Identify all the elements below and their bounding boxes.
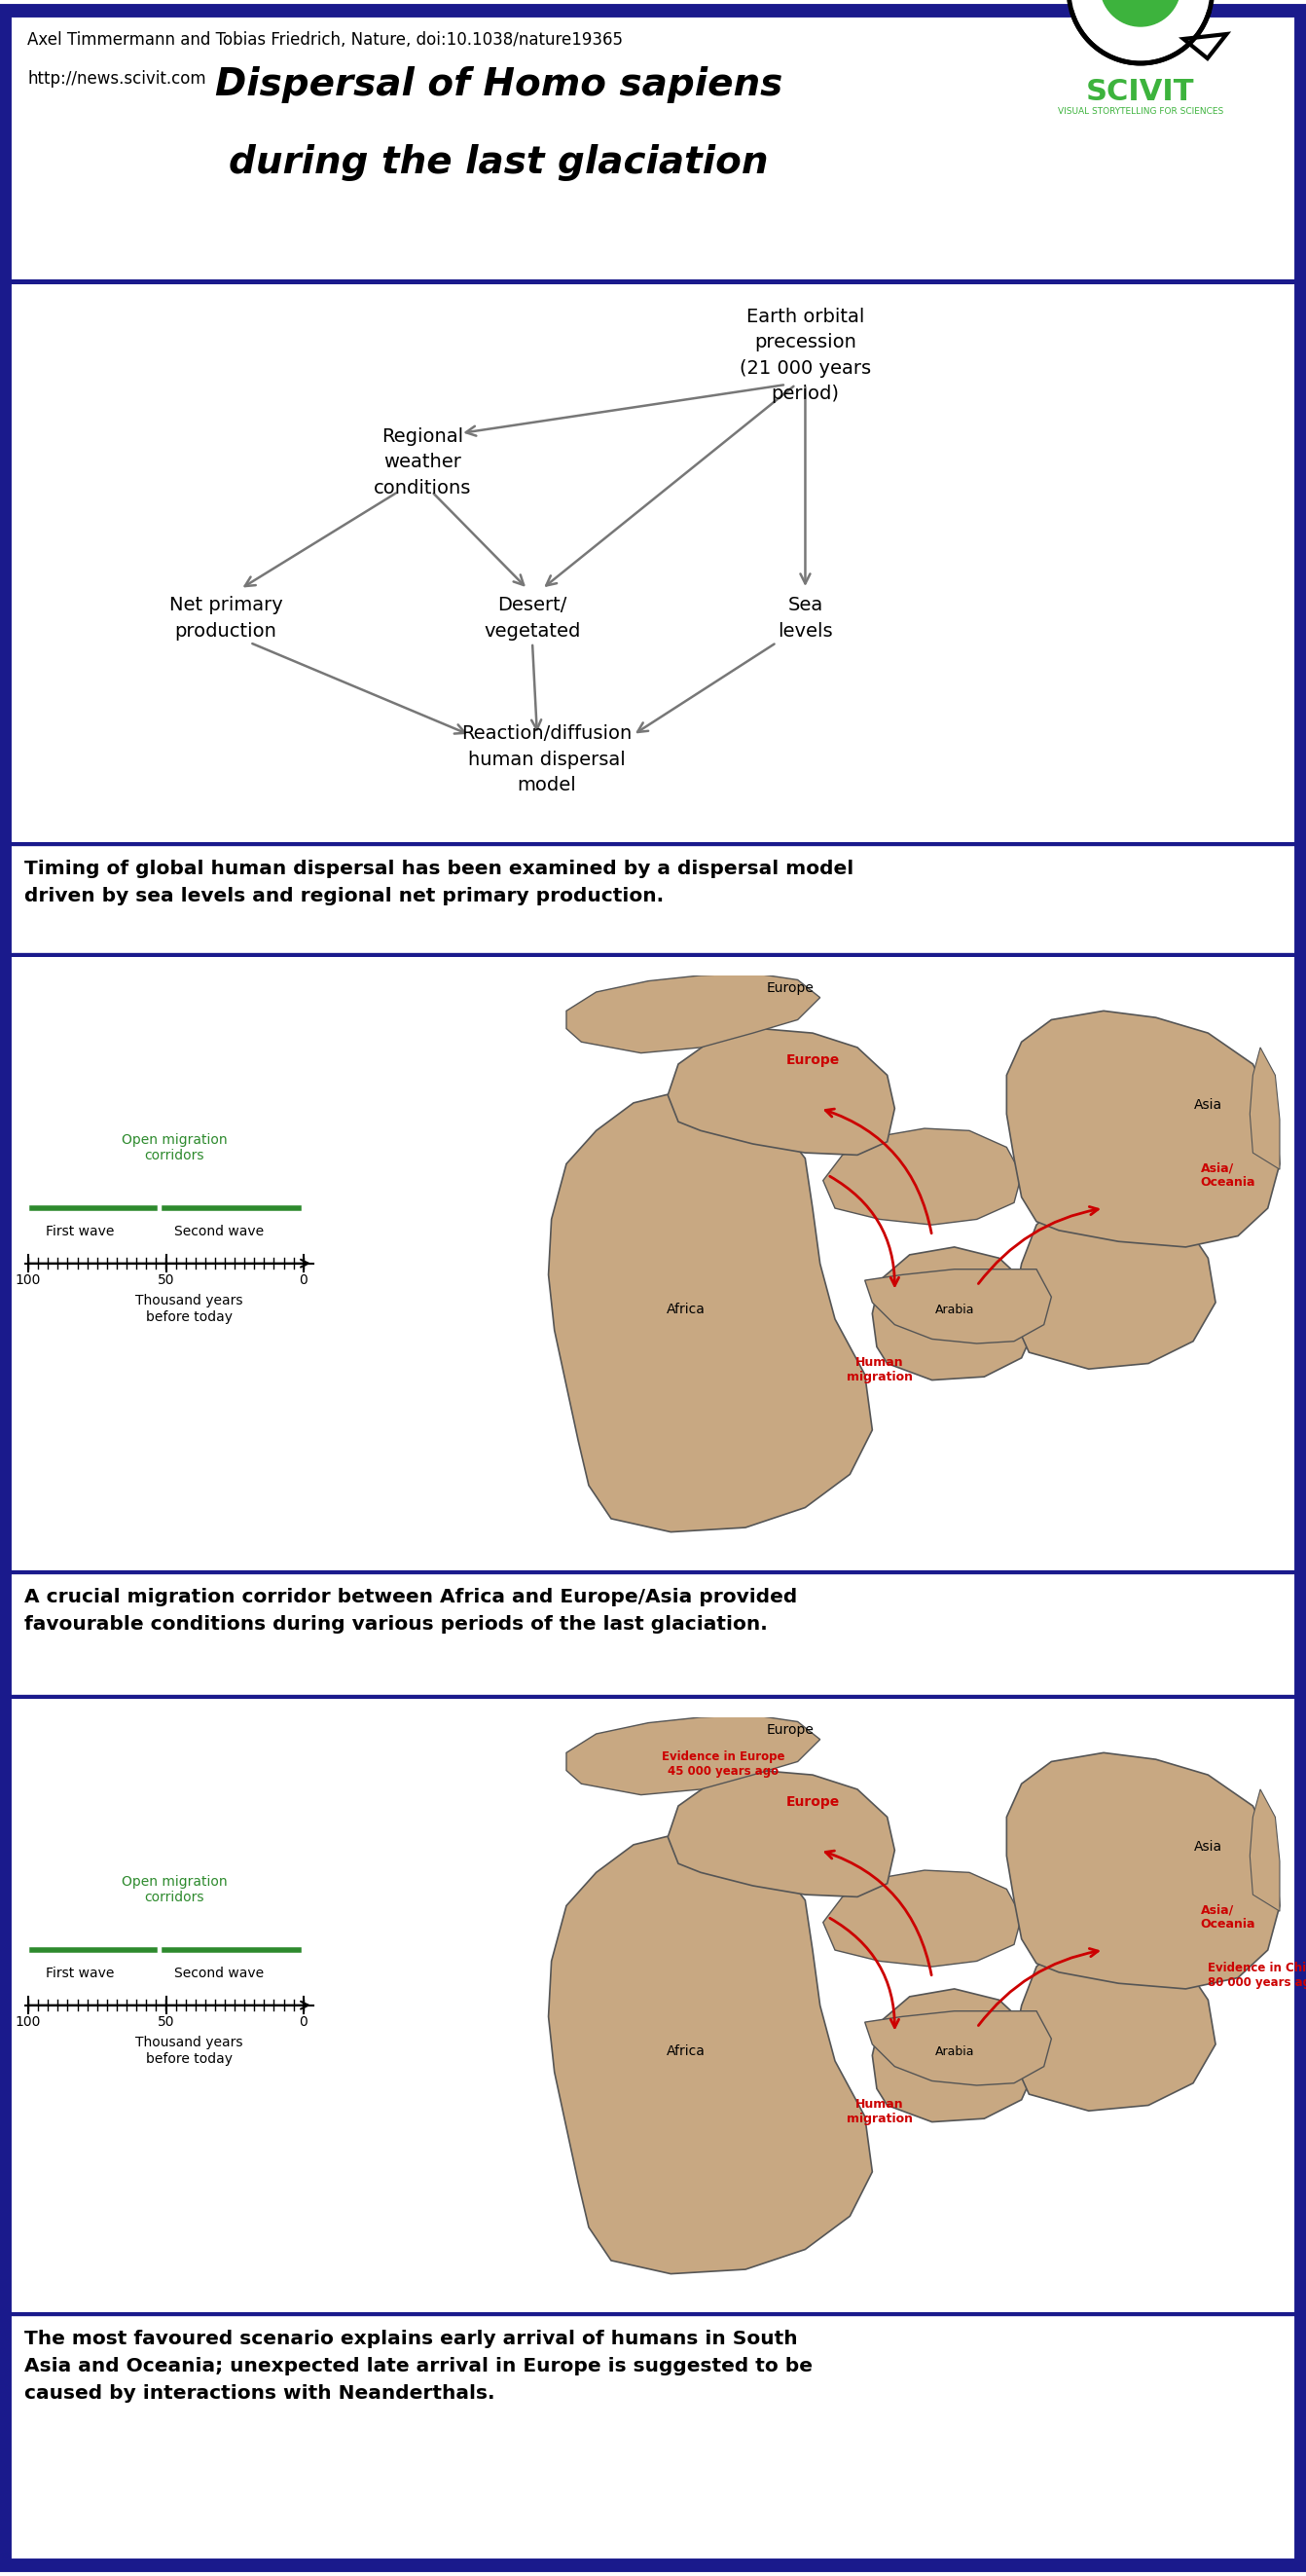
Text: Axel Timmermann and Tobias Friedrich, Nature, doi:10.1038/nature19365: Axel Timmermann and Tobias Friedrich, Na… [27,31,623,49]
Text: Dispersal of Homo sapiens: Dispersal of Homo sapiens [215,67,782,103]
Text: Net primary
production: Net primary production [168,595,282,641]
Circle shape [1100,0,1181,26]
Text: during the last glaciation: during the last glaciation [229,144,769,180]
Text: Timing of global human dispersal has been examined by a dispersal model
driven b: Timing of global human dispersal has bee… [24,860,853,904]
Text: Sea
levels: Sea levels [777,595,833,641]
Text: VISUAL STORYTELLING FOR SCIENCES: VISUAL STORYTELLING FOR SCIENCES [1058,108,1224,116]
Text: Desert/
vegetated: Desert/ vegetated [485,595,581,641]
Text: A crucial migration corridor between Africa and Europe/Asia provided
favourable : A crucial migration corridor between Afr… [24,1587,797,1633]
Text: SCIVIT: SCIVIT [1087,77,1195,106]
Circle shape [1068,0,1212,64]
Text: Regional
weather
conditions: Regional weather conditions [374,428,471,497]
Text: Earth orbital
precession
(21 000 years
period): Earth orbital precession (21 000 years p… [739,307,871,404]
Text: Reaction/diffusion
human dispersal
model: Reaction/diffusion human dispersal model [461,724,632,793]
Text: The most favoured scenario explains early arrival of humans in South
Asia and Oc: The most favoured scenario explains earl… [24,2329,812,2403]
Text: http://news.scivit.com: http://news.scivit.com [27,70,206,88]
Polygon shape [1183,33,1226,59]
